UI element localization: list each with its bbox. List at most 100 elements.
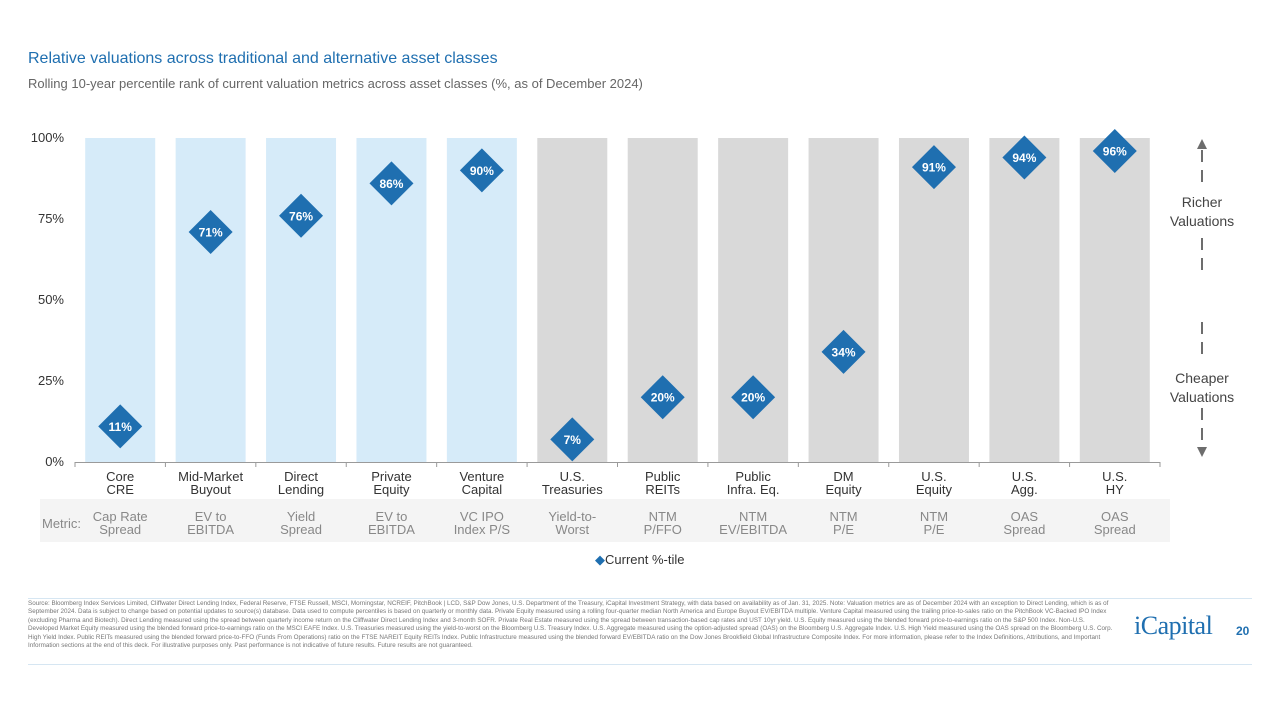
metric-label-line2: Spread: [1094, 522, 1136, 537]
bar-u-s--agg-: [989, 138, 1060, 462]
y-tick-label: 100%: [31, 130, 65, 145]
footer-divider-top: [28, 598, 1252, 599]
data-point-marker: [1092, 128, 1137, 173]
metric-label-line2: Index P/S: [454, 522, 511, 537]
metric-label-line1: Yield: [287, 509, 315, 524]
category-label-line1: Mid-Market: [178, 469, 243, 484]
data-label: 7%: [564, 433, 582, 447]
annotation-richer-line1: Richer: [1182, 194, 1223, 210]
category-label-line2: Agg.: [1011, 482, 1038, 497]
page-number: 20: [1236, 624, 1250, 638]
y-tick-label: 50%: [38, 292, 64, 307]
category-label-line2: Equity: [825, 482, 862, 497]
data-label: 94%: [1012, 151, 1036, 165]
metric-label-line1: EV to: [376, 509, 408, 524]
metric-label-line1: Cap Rate: [93, 509, 148, 524]
bar-u-s--equity: [898, 138, 969, 462]
category-label-line2: Buyout: [190, 482, 231, 497]
data-point-marker: [550, 417, 595, 462]
data-label: 20%: [741, 391, 765, 405]
chart-subtitle: Rolling 10-year percentile rank of curre…: [28, 76, 643, 91]
bar-mid-market-buyout: [175, 138, 246, 462]
icapital-logo: iCapital: [1134, 611, 1213, 640]
category-label-line1: Core: [106, 469, 134, 484]
category-label-line2: Treasuries: [542, 482, 603, 497]
category-label-line1: Public: [645, 469, 681, 484]
category-label-line1: Public: [735, 469, 771, 484]
data-point-marker: [459, 148, 504, 193]
data-label: 20%: [651, 391, 675, 405]
data-point-marker: [369, 161, 414, 206]
category-label-line1: U.S.: [560, 469, 585, 484]
footer-divider-bottom: [28, 664, 1252, 665]
data-label: 76%: [289, 209, 313, 223]
data-point-marker: [279, 193, 324, 238]
data-label: 96%: [1103, 144, 1127, 158]
metric-label-line1: OAS: [1011, 509, 1039, 524]
metric-label-line2: EBITDA: [187, 522, 234, 537]
metric-label-line1: NTM: [829, 509, 857, 524]
metric-label-line1: VC IPO: [460, 509, 504, 524]
metric-label-line2: P/E: [833, 522, 854, 537]
chart-legend: ◆Current %-tile: [595, 552, 684, 568]
metric-label-line2: EBITDA: [368, 522, 415, 537]
metric-label-line2: EV/EBITDA: [719, 522, 787, 537]
category-label-line1: U.S.: [1012, 469, 1037, 484]
data-label: 90%: [470, 164, 494, 178]
bar-u-s--treasuries: [537, 138, 608, 462]
metric-label-line2: P/E: [923, 522, 944, 537]
data-point-marker: [1002, 135, 1047, 180]
data-label: 34%: [832, 345, 856, 359]
y-tick-label: 0%: [45, 454, 64, 469]
data-label: 86%: [379, 177, 403, 191]
bar-u-s--hy: [1079, 138, 1150, 462]
category-label-line1: Direct: [284, 469, 318, 484]
category-label-line2: Lending: [278, 482, 324, 497]
category-label-line2: Infra. Eq.: [727, 482, 780, 497]
category-label-line1: U.S.: [1102, 469, 1127, 484]
category-label-line1: U.S.: [921, 469, 946, 484]
category-label-line2: REITs: [645, 482, 680, 497]
category-label-line2: Equity: [916, 482, 953, 497]
data-label: 71%: [199, 225, 223, 239]
metric-label-line1: EV to: [195, 509, 227, 524]
metric-label-line1: NTM: [649, 509, 677, 524]
metric-label-line1: OAS: [1101, 509, 1129, 524]
bar-dm-equity: [808, 138, 879, 462]
cheaper-arrow-down-icon: [1197, 447, 1207, 457]
metric-label-line2: P/FFO: [644, 522, 682, 537]
y-tick-label: 75%: [38, 211, 64, 226]
data-point-marker: [98, 404, 143, 449]
chart-title: Relative valuations across traditional a…: [28, 50, 498, 67]
annotation-cheaper-line2: Valuations: [1170, 389, 1234, 405]
annotation-cheaper-line1: Cheaper: [1175, 370, 1229, 386]
metric-row-background: [40, 499, 1170, 542]
metric-label-line2: Worst: [555, 522, 589, 537]
richer-arrow-up-icon: [1197, 139, 1207, 149]
data-point-marker: [821, 329, 866, 374]
category-label-line1: DM: [833, 469, 853, 484]
metric-label-line2: Spread: [1003, 522, 1045, 537]
data-point-marker: [911, 145, 956, 190]
metric-row-label: Metric:: [42, 516, 81, 531]
data-point-marker: [731, 375, 776, 420]
legend-diamond-icon: ◆: [595, 552, 605, 567]
bar-direct-lending: [266, 138, 337, 462]
metric-label-line1: NTM: [739, 509, 767, 524]
metric-label-line1: NTM: [920, 509, 948, 524]
source-note: Source: Bloomberg Index Services Limited…: [28, 600, 1113, 650]
category-label-line2: Equity: [373, 482, 410, 497]
data-label: 91%: [922, 161, 946, 175]
category-label-line1: Venture: [459, 469, 504, 484]
category-label-line2: Capital: [462, 482, 503, 497]
y-tick-label: 25%: [38, 373, 64, 388]
metric-label-line1: Yield-to-: [548, 509, 596, 524]
data-point-marker: [640, 375, 685, 420]
metric-label-line2: Spread: [280, 522, 322, 537]
legend-label: Current %-tile: [605, 552, 685, 567]
category-label-line1: Private: [371, 469, 411, 484]
data-label: 11%: [109, 420, 133, 434]
annotation-richer-line2: Valuations: [1170, 213, 1234, 229]
category-label-line2: HY: [1106, 482, 1124, 497]
